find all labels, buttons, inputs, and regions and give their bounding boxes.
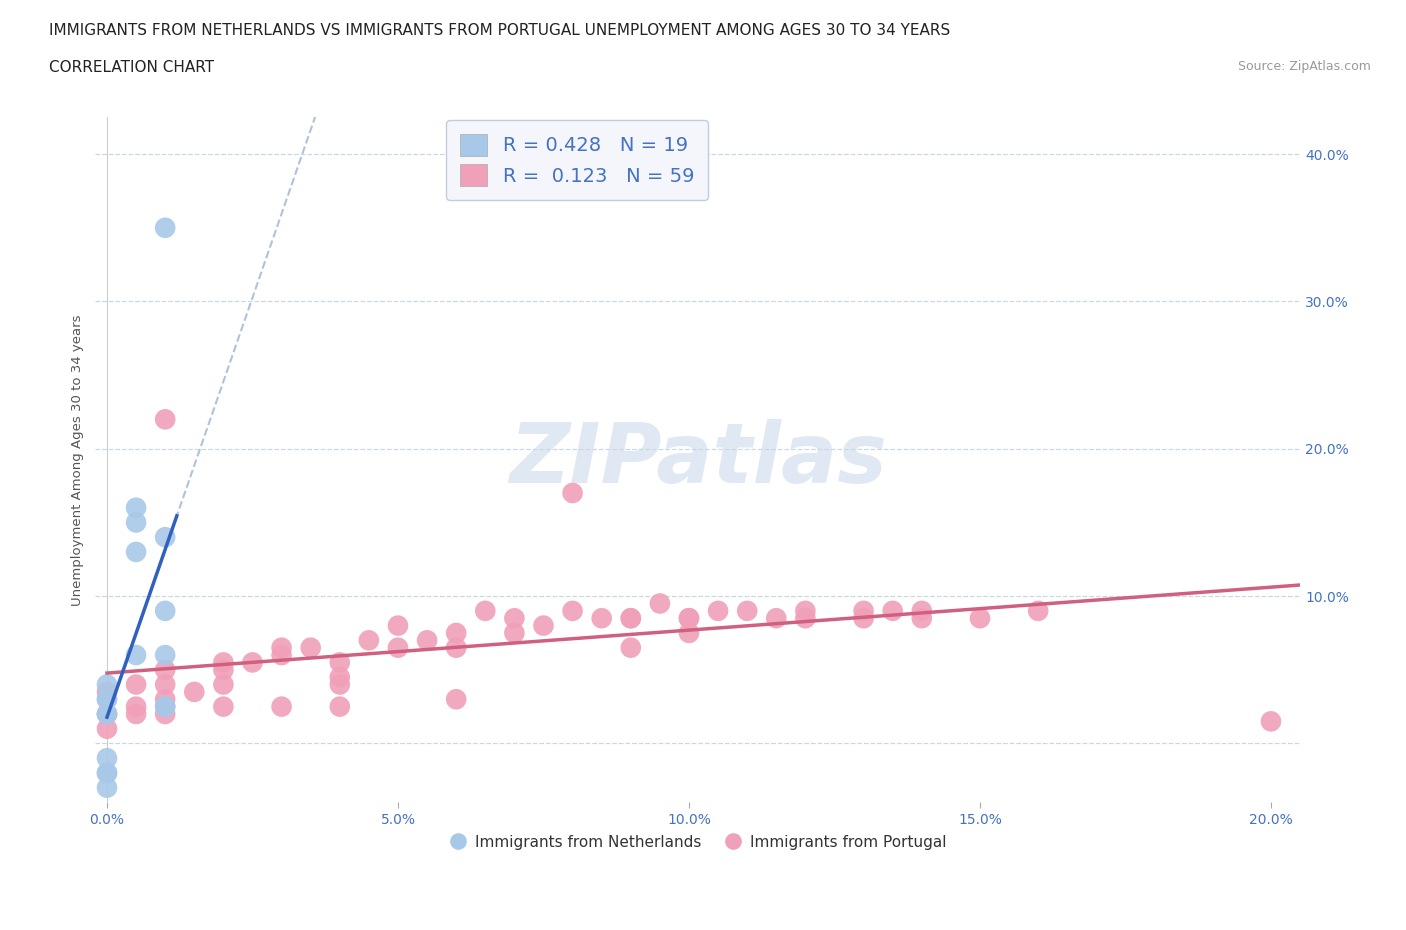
Point [96,684,118,699]
Point [125,699,148,714]
Point [96,692,118,707]
Point [707,604,730,618]
Point [125,515,148,530]
Point [357,633,380,648]
Point [96,692,118,707]
Point [620,611,643,626]
Point [96,707,118,722]
Point [299,640,322,655]
Point [444,692,467,707]
Point [96,707,118,722]
Point [212,677,235,692]
Point [153,647,176,662]
Point [153,220,176,235]
Point [387,640,409,655]
Point [153,699,176,714]
Point [561,604,583,618]
Point [242,655,264,670]
Point [794,604,817,618]
Point [153,699,176,714]
Point [153,707,176,722]
Point [329,699,352,714]
Point [96,722,118,737]
Point [212,655,235,670]
Point [911,604,934,618]
Text: Source: ZipAtlas.com: Source: ZipAtlas.com [1237,60,1371,73]
Point [620,611,643,626]
Point [96,677,118,692]
Text: CORRELATION CHART: CORRELATION CHART [49,60,214,75]
Point [882,604,904,618]
Point [561,485,583,500]
Point [444,626,467,641]
Point [503,611,526,626]
Point [678,611,700,626]
Text: IMMIGRANTS FROM NETHERLANDS VS IMMIGRANTS FROM PORTUGAL UNEMPLOYMENT AMONG AGES : IMMIGRANTS FROM NETHERLANDS VS IMMIGRANT… [49,23,950,38]
Point [125,647,148,662]
Point [794,611,817,626]
Point [153,530,176,545]
Point [96,780,118,795]
Point [96,751,118,765]
Point [96,765,118,780]
Point [591,611,613,626]
Point [1026,604,1049,618]
Point [153,412,176,427]
Point [329,670,352,684]
Point [153,662,176,677]
Point [153,677,176,692]
Point [503,626,526,641]
Point [96,765,118,780]
Point [153,604,176,618]
Point [620,640,643,655]
Point [387,618,409,633]
Point [474,604,496,618]
Point [125,707,148,722]
Point [96,707,118,722]
Point [911,611,934,626]
Text: ZIPatlas: ZIPatlas [509,419,887,500]
Point [125,677,148,692]
Point [533,618,555,633]
Point [212,662,235,677]
Point [329,677,352,692]
Point [765,611,787,626]
Point [1260,714,1282,729]
Point [852,604,875,618]
Point [969,611,991,626]
Point [125,500,148,515]
Point [153,692,176,707]
Point [270,647,292,662]
Point [678,626,700,641]
Point [678,611,700,626]
Point [125,544,148,559]
Point [416,633,439,648]
Y-axis label: Unemployment Among Ages 30 to 34 years: Unemployment Among Ages 30 to 34 years [72,314,84,605]
Point [329,655,352,670]
Point [270,699,292,714]
Point [212,699,235,714]
Point [183,684,205,699]
Point [444,640,467,655]
Point [735,604,758,618]
Point [852,611,875,626]
Point [648,596,671,611]
Legend: Immigrants from Netherlands, Immigrants from Portugal: Immigrants from Netherlands, Immigrants … [443,829,953,857]
Point [270,640,292,655]
